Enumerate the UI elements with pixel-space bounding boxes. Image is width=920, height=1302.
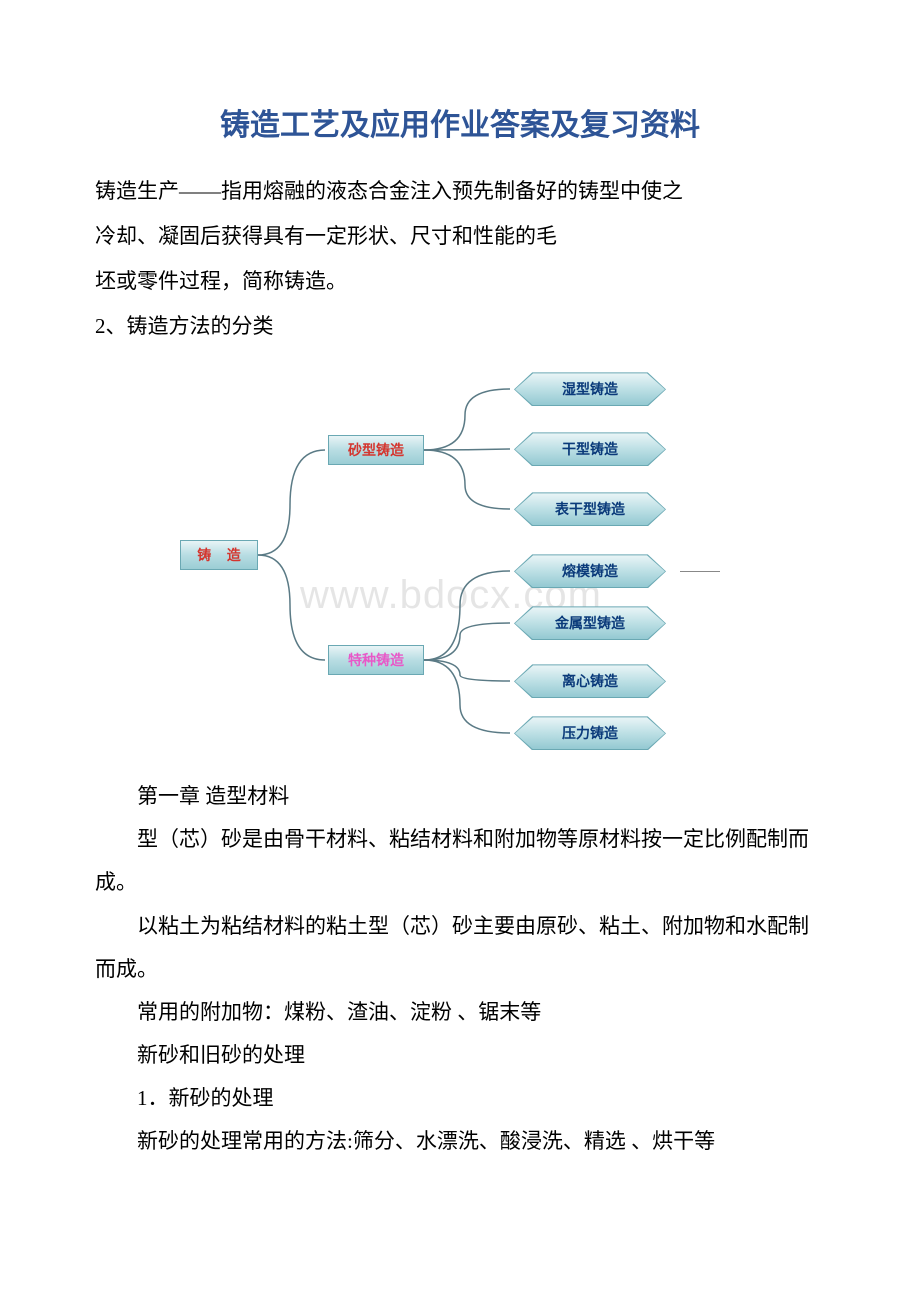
leaf-pressure: 压力铸造 — [515, 717, 665, 749]
leaf-centrifugal-label: 离心铸造 — [562, 671, 618, 691]
intro-line-2: 冷却、凝固后获得具有一定形状、尺寸和性能的毛 — [95, 217, 825, 256]
leaf-surface-dry-label: 表干型铸造 — [555, 499, 625, 519]
para-4: 新砂和旧砂的处理 — [95, 1034, 825, 1077]
section-2-heading: 2、铸造方法的分类 — [95, 307, 825, 346]
node-mid-special: 特种铸造 — [328, 645, 424, 675]
node-root: 铸 造 — [180, 540, 258, 570]
leaf-wet: 湿型铸造 — [515, 373, 665, 405]
intro-line-1: 铸造生产——指用熔融的液态合金注入预先制备好的铸型中使之 — [95, 172, 825, 211]
leaf-metal-mold-label: 金属型铸造 — [555, 613, 625, 633]
leaf-investment: 熔模铸造 — [515, 555, 665, 587]
leaf-centrifugal: 离心铸造 — [515, 665, 665, 697]
leaf-surface-dry: 表干型铸造 — [515, 493, 665, 525]
leaf-wet-label: 湿型铸造 — [562, 379, 618, 399]
leaf-investment-label: 熔模铸造 — [562, 561, 618, 581]
para-1: 型（芯）砂是由骨干材料、粘结材料和附加物等原材料按一定比例配制而成。 — [95, 818, 825, 904]
node-mid-sand: 砂型铸造 — [328, 435, 424, 465]
dash-line — [680, 571, 720, 572]
leaf-metal-mold: 金属型铸造 — [515, 607, 665, 639]
para-5: 1．新砂的处理 — [95, 1077, 825, 1120]
leaf-pressure-label: 压力铸造 — [562, 723, 618, 743]
chapter-heading: 第一章 造型材料 — [95, 775, 825, 818]
page-title: 铸造工艺及应用作业答案及复习资料 — [95, 100, 825, 144]
para-3: 常用的附加物：煤粉、渣油、淀粉 、锯末等 — [95, 991, 825, 1034]
para-6: 新砂的处理常用的方法:筛分、水漂洗、酸浸洗、精选 、烘干等 — [95, 1120, 825, 1163]
intro-line-3: 坯或零件过程，简称铸造。 — [95, 262, 825, 301]
leaf-dry-label: 干型铸造 — [562, 439, 618, 459]
leaf-dry: 干型铸造 — [515, 433, 665, 465]
classification-diagram: www.bdocx.com 铸 造 砂型铸造 特种铸造 湿型铸造 干型铸造 — [95, 355, 825, 755]
para-2: 以粘土为粘结材料的粘土型（芯）砂主要由原砂、粘土、附加物和水配制而成。 — [95, 905, 825, 991]
